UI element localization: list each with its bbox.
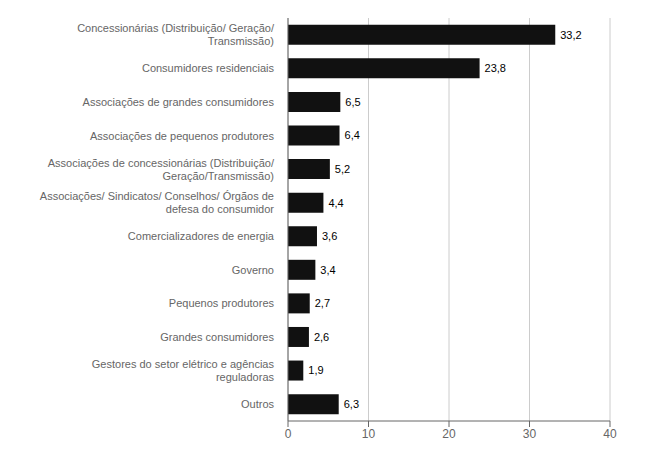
svg-text:Concessionárias (Distribuição/: Concessionárias (Distribuição/ Geração/T… — [77, 22, 275, 47]
svg-text:Consumidores residenciais: Consumidores residenciais — [142, 62, 275, 74]
svg-text:Gestores do setor elétrico e a: Gestores do setor elétrico e agênciasreg… — [92, 358, 275, 383]
svg-text:30: 30 — [523, 427, 537, 441]
svg-text:3,6: 3,6 — [322, 230, 337, 242]
svg-text:Outros: Outros — [241, 398, 275, 410]
svg-text:6,5: 6,5 — [345, 96, 360, 108]
svg-text:33,2: 33,2 — [560, 29, 581, 41]
svg-text:6,3: 6,3 — [344, 398, 359, 410]
svg-text:23,8: 23,8 — [485, 62, 506, 74]
svg-text:Pequenos produtores: Pequenos produtores — [169, 297, 275, 309]
svg-text:Associações/ Sindicatos/ Conse: Associações/ Sindicatos/ Conselhos/ Órgã… — [40, 190, 275, 215]
svg-text:Comercializadores de energia: Comercializadores de energia — [128, 230, 275, 242]
svg-text:Grandes consumidores: Grandes consumidores — [160, 331, 274, 343]
svg-text:40: 40 — [603, 427, 617, 441]
svg-text:2,6: 2,6 — [314, 331, 329, 343]
svg-text:5,2: 5,2 — [335, 163, 350, 175]
svg-text:Associações de grandes consumi: Associações de grandes consumidores — [83, 96, 275, 108]
svg-text:6,4: 6,4 — [345, 129, 360, 141]
svg-text:Associações de concessionárias: Associações de concessionárias (Distribu… — [48, 157, 275, 182]
svg-text:10: 10 — [362, 427, 376, 441]
svg-text:0: 0 — [285, 427, 292, 441]
svg-text:2,7: 2,7 — [315, 297, 330, 309]
svg-text:Associações de pequenos produt: Associações de pequenos produtores — [90, 130, 275, 142]
svg-text:1,9: 1,9 — [308, 364, 323, 376]
svg-text:20: 20 — [442, 427, 456, 441]
svg-text:3,4: 3,4 — [320, 264, 335, 276]
svg-text:Governo: Governo — [232, 264, 274, 276]
svg-text:4,4: 4,4 — [328, 197, 343, 209]
